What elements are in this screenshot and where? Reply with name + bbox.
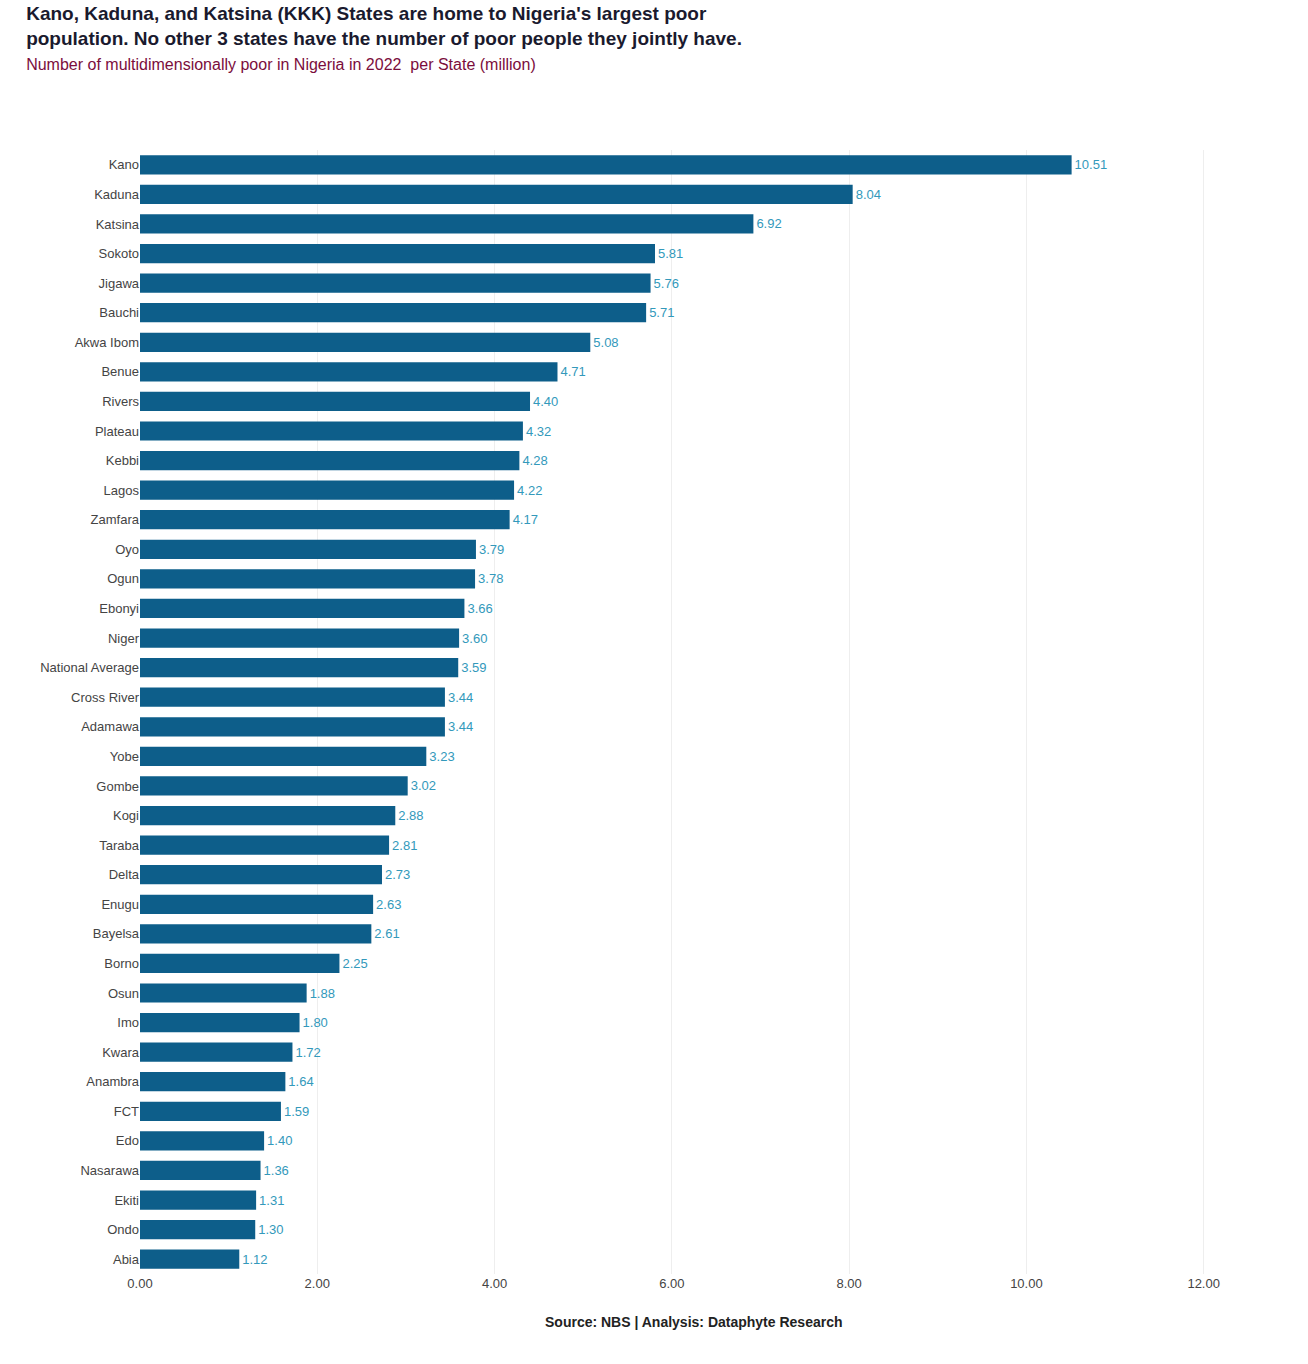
svg-text:4.71: 4.71: [560, 364, 585, 379]
svg-text:2.73: 2.73: [385, 867, 410, 882]
svg-text:Benue: Benue: [101, 364, 139, 379]
svg-text:5.76: 5.76: [654, 276, 679, 291]
svg-text:Ondo: Ondo: [107, 1222, 139, 1237]
svg-text:1.72: 1.72: [295, 1045, 320, 1060]
svg-text:5.81: 5.81: [658, 246, 683, 261]
svg-text:Kebbi: Kebbi: [106, 453, 139, 468]
svg-text:1.88: 1.88: [310, 986, 335, 1001]
svg-text:Kano, Kaduna, and Katsina (KKK: Kano, Kaduna, and Katsina (KKK) States a…: [26, 3, 742, 72]
svg-text:2.61: 2.61: [374, 926, 399, 941]
svg-text:Yobe: Yobe: [110, 749, 139, 764]
svg-text:Lagos: Lagos: [104, 483, 140, 498]
svg-text:Kano: Kano: [109, 157, 139, 172]
svg-text:Kaduna: Kaduna: [94, 187, 140, 202]
svg-text:Ebonyi: Ebonyi: [99, 601, 139, 616]
svg-text:2.63: 2.63: [376, 897, 401, 912]
svg-text:10.00: 10.00: [1010, 1276, 1043, 1291]
svg-text:1.12: 1.12: [242, 1252, 267, 1267]
svg-text:4.17: 4.17: [513, 512, 538, 527]
svg-text:2.81: 2.81: [392, 838, 417, 853]
svg-text:Adamawa: Adamawa: [81, 719, 140, 734]
svg-text:FCT: FCT: [114, 1104, 139, 1119]
svg-text:National Average: National Average: [40, 660, 139, 675]
svg-text:1.59: 1.59: [284, 1104, 309, 1119]
svg-text:4.40: 4.40: [533, 394, 558, 409]
svg-text:3.44: 3.44: [448, 719, 473, 734]
svg-text:3.66: 3.66: [467, 601, 492, 616]
svg-text:5.71: 5.71: [649, 305, 674, 320]
svg-text:6.92: 6.92: [756, 216, 781, 231]
svg-text:Osun: Osun: [108, 986, 139, 1001]
svg-text:10.51: 10.51: [1075, 157, 1108, 172]
svg-text:Edo: Edo: [116, 1133, 139, 1148]
svg-text:Ekiti: Ekiti: [114, 1193, 139, 1208]
svg-text:3.44: 3.44: [448, 690, 473, 705]
svg-text:2.25: 2.25: [342, 956, 367, 971]
svg-text:Rivers: Rivers: [102, 394, 139, 409]
svg-text:Bayelsa: Bayelsa: [93, 926, 140, 941]
svg-text:3.79: 3.79: [479, 542, 504, 557]
svg-text:1.30: 1.30: [258, 1222, 283, 1237]
svg-text:1.64: 1.64: [288, 1074, 313, 1089]
svg-text:3.60: 3.60: [462, 631, 487, 646]
svg-text:Borno: Borno: [104, 956, 139, 971]
svg-text:4.28: 4.28: [522, 453, 547, 468]
svg-text:Plateau: Plateau: [95, 424, 139, 439]
svg-text:5.08: 5.08: [593, 335, 618, 350]
svg-text:3.78: 3.78: [478, 571, 503, 586]
svg-text:8.04: 8.04: [856, 187, 881, 202]
svg-text:Zamfara: Zamfara: [91, 512, 140, 527]
svg-text:2.88: 2.88: [398, 808, 423, 823]
svg-text:1.40: 1.40: [267, 1133, 292, 1148]
svg-text:Imo: Imo: [117, 1015, 139, 1030]
svg-text:6.00: 6.00: [659, 1276, 684, 1291]
svg-text:Abia: Abia: [113, 1252, 140, 1267]
svg-text:Niger: Niger: [108, 631, 140, 646]
svg-text:Oyo: Oyo: [115, 542, 139, 557]
svg-text:3.59: 3.59: [461, 660, 486, 675]
svg-text:Jigawa: Jigawa: [99, 276, 140, 291]
svg-text:Nasarawa: Nasarawa: [80, 1163, 139, 1178]
svg-text:Taraba: Taraba: [99, 838, 140, 853]
svg-text:4.00: 4.00: [482, 1276, 507, 1291]
svg-text:Akwa Ibom: Akwa Ibom: [75, 335, 139, 350]
svg-text:Anambra: Anambra: [86, 1074, 140, 1089]
svg-text:Ogun: Ogun: [107, 571, 139, 586]
svg-text:1.36: 1.36: [264, 1163, 289, 1178]
svg-text:Enugu: Enugu: [101, 897, 139, 912]
svg-text:Katsina: Katsina: [96, 217, 140, 232]
svg-text:0.00: 0.00: [127, 1276, 152, 1291]
svg-text:4.32: 4.32: [526, 424, 551, 439]
svg-text:3.23: 3.23: [429, 749, 454, 764]
svg-text:4.22: 4.22: [517, 483, 542, 498]
svg-text:Source: NBS | Analysis: Dataph: Source: NBS | Analysis: Dataphyte Resear…: [545, 1314, 843, 1330]
svg-text:2.00: 2.00: [305, 1276, 330, 1291]
svg-text:Bauchi: Bauchi: [99, 305, 139, 320]
svg-text:1.80: 1.80: [303, 1015, 328, 1030]
svg-text:Gombe: Gombe: [96, 779, 139, 794]
svg-text:Kwara: Kwara: [102, 1045, 140, 1060]
svg-text:12.00: 12.00: [1187, 1276, 1220, 1291]
svg-text:Cross River: Cross River: [71, 690, 140, 705]
svg-text:8.00: 8.00: [836, 1276, 861, 1291]
svg-text:Delta: Delta: [109, 867, 140, 882]
svg-text:Sokoto: Sokoto: [99, 246, 139, 261]
svg-text:1.31: 1.31: [259, 1193, 284, 1208]
svg-text:Kogi: Kogi: [113, 808, 139, 823]
svg-text:3.02: 3.02: [411, 778, 436, 793]
